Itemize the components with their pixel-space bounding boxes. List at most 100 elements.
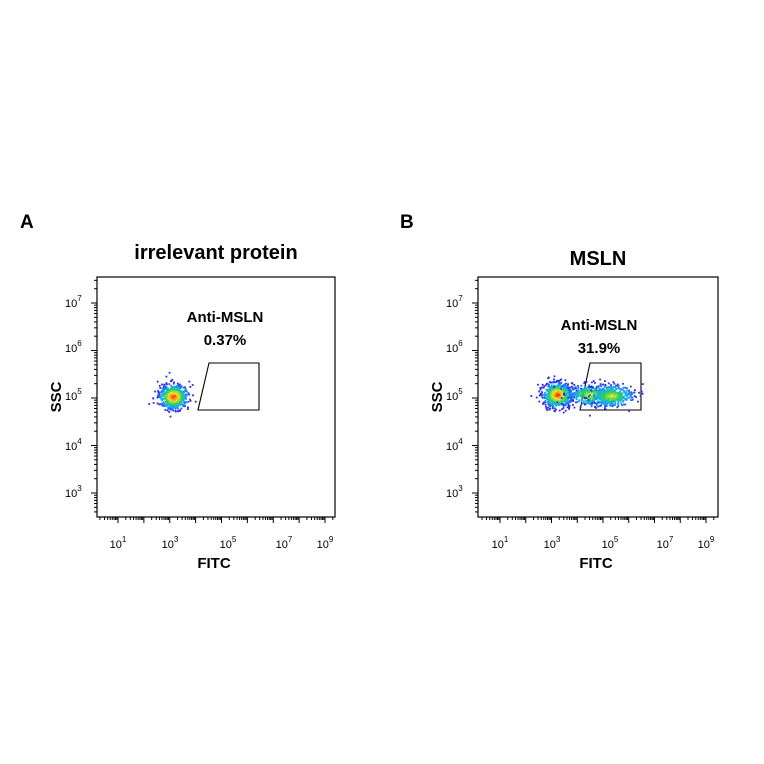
event-dot — [628, 391, 631, 394]
event-dot — [537, 383, 539, 386]
event-dot — [603, 398, 606, 400]
event-dot — [562, 393, 565, 396]
event-dot — [606, 398, 608, 401]
event-dot — [616, 396, 619, 399]
event-dot — [562, 411, 565, 414]
event-dot — [590, 401, 593, 403]
event-dot — [169, 406, 172, 409]
event-dot — [166, 404, 168, 407]
event-dot — [169, 415, 172, 418]
event-dot — [178, 392, 181, 395]
event-dot — [554, 398, 557, 401]
event-dot — [158, 384, 161, 387]
event-dot — [554, 390, 557, 392]
panel-letter-a: A — [20, 212, 34, 233]
event-dot — [612, 401, 614, 404]
event-dot — [159, 387, 162, 389]
event-dot — [557, 392, 560, 395]
event-dot — [568, 406, 571, 409]
event-dot — [559, 383, 561, 386]
event-dot — [573, 386, 576, 389]
event-dot — [553, 407, 556, 410]
event-dot — [610, 385, 613, 388]
event-dot — [543, 397, 546, 400]
event-dot — [165, 401, 167, 403]
event-dot — [585, 400, 587, 402]
event-dot — [570, 397, 572, 400]
event-dot — [625, 389, 628, 392]
event-dot — [563, 400, 565, 402]
event-dot — [606, 389, 608, 391]
event-dot — [577, 384, 579, 387]
event-dot — [543, 385, 546, 388]
event-dot — [590, 403, 593, 406]
event-dot — [177, 388, 180, 391]
event-dot — [547, 392, 550, 395]
event-dot — [170, 390, 173, 392]
event-dot — [560, 403, 562, 406]
event-dot — [566, 387, 569, 389]
event-dot — [545, 394, 548, 396]
event-dot — [555, 385, 557, 388]
event-dot — [168, 371, 171, 374]
event-dot — [550, 385, 553, 388]
event-dot — [552, 391, 554, 393]
event-dot — [161, 402, 164, 405]
event-dot — [602, 400, 605, 403]
event-dot — [544, 400, 547, 402]
event-dot — [530, 395, 533, 397]
x-tick-label: 103 — [162, 535, 179, 551]
event-dot — [177, 398, 180, 400]
event-dot — [572, 388, 574, 391]
event-dot — [550, 384, 553, 387]
event-dot — [606, 397, 608, 399]
event-dot — [609, 404, 611, 407]
event-dot — [582, 388, 584, 390]
event-dot — [182, 392, 184, 395]
event-dot — [592, 397, 595, 399]
event-dot — [596, 394, 599, 396]
event-dot — [564, 409, 567, 412]
event-dot — [614, 386, 616, 389]
x-tick-label: 105 — [220, 535, 237, 551]
event-dot — [641, 383, 644, 385]
event-dot — [558, 393, 561, 396]
event-dot — [619, 398, 621, 401]
gate-polygon[interactable] — [197, 362, 260, 411]
event-dot — [568, 396, 571, 398]
event-dot — [589, 403, 592, 405]
event-dot — [604, 404, 607, 406]
event-dot — [578, 400, 580, 403]
event-dot — [542, 403, 544, 405]
event-dot — [177, 405, 180, 407]
event-dot — [562, 394, 565, 397]
event-dot — [170, 397, 173, 400]
event-dot — [166, 409, 169, 412]
event-dot — [624, 392, 627, 394]
event-dot — [599, 394, 601, 397]
event-dot — [177, 383, 180, 386]
x-tick-label: 105 — [602, 535, 619, 551]
event-dot — [567, 393, 570, 396]
event-dot — [167, 388, 170, 391]
event-dot — [174, 395, 176, 398]
event-dot — [580, 394, 582, 396]
y-tick-label: 107 — [65, 294, 82, 310]
event-dot — [173, 394, 175, 397]
event-dot — [541, 383, 544, 386]
event-dot — [547, 376, 550, 379]
event-dot — [558, 403, 561, 406]
event-dot — [596, 402, 599, 404]
event-dot — [606, 390, 608, 393]
event-dot — [573, 396, 576, 399]
event-dot — [595, 403, 598, 406]
event-dot — [621, 404, 623, 407]
event-dot — [606, 402, 609, 405]
event-dot — [179, 389, 181, 392]
event-dot — [184, 397, 187, 400]
event-dot — [616, 392, 619, 394]
event-dot — [187, 401, 190, 403]
event-dot — [633, 395, 636, 398]
event-dot — [189, 398, 191, 401]
event-dot — [573, 394, 576, 397]
